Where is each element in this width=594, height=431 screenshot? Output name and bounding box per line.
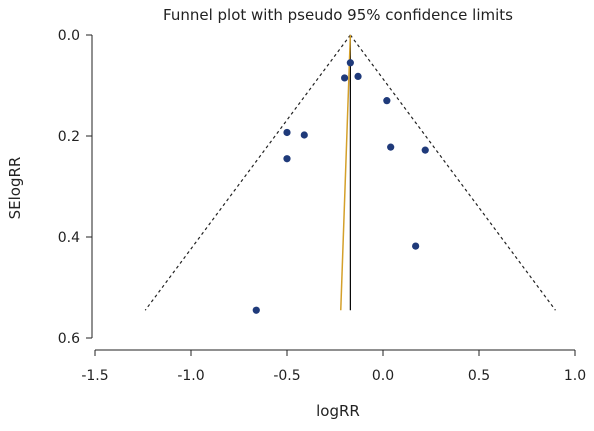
data-point: [421, 146, 429, 154]
y-tick-label: 0.0: [58, 28, 80, 44]
data-point: [341, 74, 349, 82]
x-tick-label: -1.5: [81, 368, 108, 384]
data-point: [412, 242, 420, 250]
data-point: [383, 97, 391, 105]
data-point: [300, 131, 308, 139]
data-point: [252, 306, 260, 314]
funnel-lower-limit: [144, 34, 351, 311]
axes: 0.0 0.2 0.4 0.6 -1.5 -1.0 -0.5 0.0 0.5 1.0: [58, 28, 586, 384]
data-point: [387, 143, 395, 151]
y-tick-label: 0.6: [58, 331, 80, 347]
x-tick-label: 0.5: [468, 368, 490, 384]
data-points: [252, 59, 429, 314]
y-axis-title: SElogRR: [6, 157, 24, 220]
x-tick-label: 1.0: [564, 368, 586, 384]
x-tick-label: 0.0: [372, 368, 394, 384]
data-point: [346, 59, 354, 67]
x-tick-label: -0.5: [273, 368, 300, 384]
regression-line: [340, 34, 352, 311]
x-tick-label: -1.0: [177, 368, 204, 384]
chart-title: Funnel plot with pseudo 95% confidence l…: [163, 6, 513, 24]
x-axis-title: logRR: [316, 402, 360, 420]
data-point: [354, 72, 362, 81]
funnel-upper-limit: [349, 34, 556, 311]
funnel-lines: [144, 34, 556, 311]
data-point: [283, 155, 291, 163]
y-tick-label: 0.4: [58, 230, 80, 246]
y-tick-label: 0.2: [58, 129, 80, 145]
data-point: [283, 128, 291, 137]
